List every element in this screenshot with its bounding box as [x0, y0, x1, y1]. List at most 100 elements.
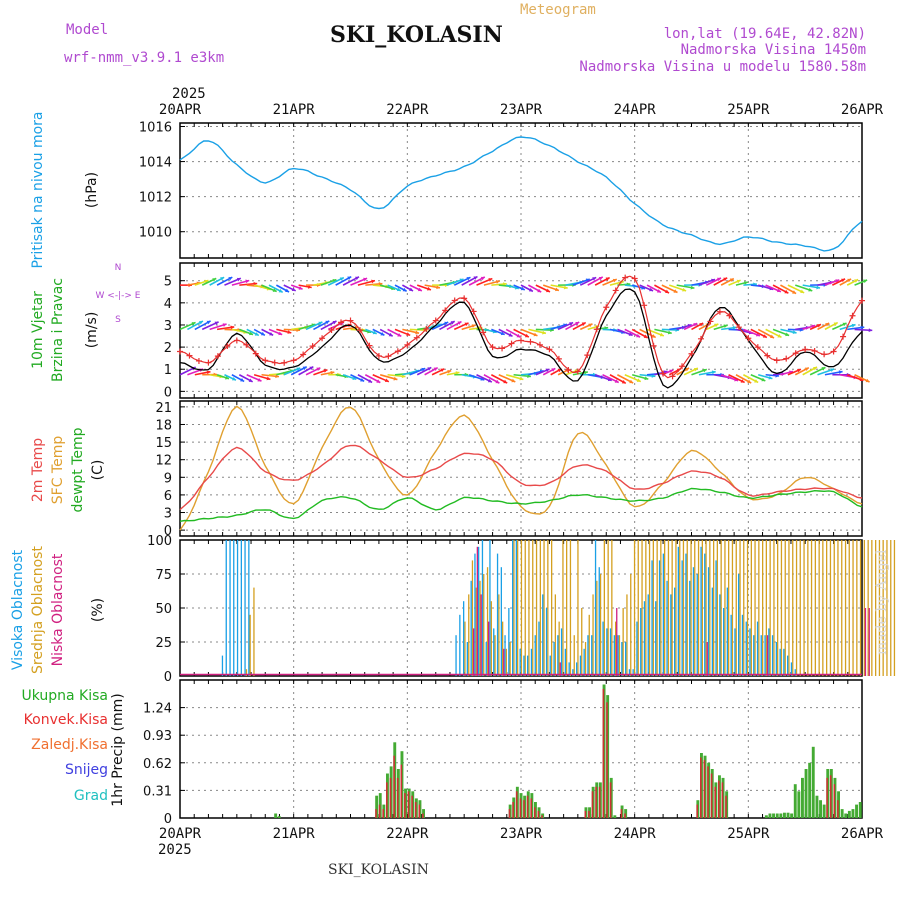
cloud-low-bar: [503, 648, 505, 676]
gust-marker: [461, 295, 468, 302]
cloud-mid-bar: [705, 540, 707, 676]
wind-arrow-head: [516, 333, 521, 338]
wind-arrow-head: [729, 278, 734, 282]
precip-conv-bar: [707, 766, 709, 818]
precip-total-bar: [815, 795, 819, 818]
cloud-mid-bar: [807, 540, 809, 676]
gust-marker: [584, 352, 591, 359]
wind-arrow-head: [740, 379, 745, 383]
cloud-mid-bar: [528, 540, 530, 676]
gust-marker: [480, 329, 487, 336]
cloud-high-bar: [658, 560, 661, 676]
wind-arrow-head: [214, 321, 219, 326]
precip-total-bar: [801, 777, 804, 818]
precip-conv-bar: [526, 795, 529, 818]
compass-n: N: [115, 263, 122, 273]
wind-arrow-head: [621, 379, 626, 384]
cloud-high-bar: [771, 635, 774, 676]
cloud-mid-bar: [848, 540, 850, 676]
wind-arrow-head: [440, 368, 445, 373]
wind-arrow-head: [551, 368, 556, 372]
cloud-mid-bar: [746, 540, 749, 676]
gust-marker: [840, 333, 847, 340]
wind-arrow-head: [503, 379, 508, 384]
cloud-mid-bar: [554, 594, 556, 676]
cloud-mid-bar: [253, 587, 255, 676]
cloud-mid-bar: [679, 540, 681, 676]
y-tick-label: 0: [164, 812, 172, 827]
cloud-high-bar: [508, 608, 510, 676]
wind-arrow-head: [761, 377, 766, 382]
cloud-mid-bar: [803, 540, 805, 676]
cloud-high-bar: [681, 560, 683, 676]
wind-arrow-head: [231, 376, 236, 381]
cloud-high-bar: [587, 635, 589, 676]
cloud-mid-bar: [878, 540, 881, 676]
y-tick-label: 0.93: [143, 729, 172, 744]
precip-conv-bar: [718, 780, 720, 818]
cloud-high-bar: [636, 621, 638, 676]
cloud-mid-bar: [502, 621, 504, 676]
wind-arrow-head: [811, 324, 816, 329]
wind-arrow-head: [598, 276, 603, 281]
wind-arrow-head: [584, 370, 588, 375]
wind-arrow-head: [723, 277, 728, 282]
wind-arrow-head: [847, 278, 852, 283]
cloud-mid-bar: [841, 540, 843, 676]
precip-total-bar: [797, 791, 801, 818]
precip-total-bar: [819, 800, 822, 818]
wind-arrow-head: [860, 325, 865, 330]
wind-arrow-head: [762, 334, 767, 338]
cloud-mid-bar: [471, 560, 474, 676]
cloud-high-bar: [594, 540, 597, 676]
precip-conv-bar: [519, 798, 522, 818]
precip-conv-bar: [541, 815, 543, 818]
coords-label: lon,lat (19.64E, 42.82N): [664, 26, 866, 42]
cloud-mid-bar: [777, 540, 779, 676]
wind-arrow-head: [649, 287, 654, 292]
gust-marker: [792, 350, 799, 357]
top-time-axis: 20APR 21APR 22APR 23APR 24APR 25APR 26APR: [159, 102, 884, 118]
precip-conv-bar: [700, 757, 702, 818]
wind-arrow-head: [673, 289, 678, 293]
cloud-mid-title: Srednja Oblacnost: [30, 546, 46, 674]
gust-marker: [309, 343, 316, 350]
wind-arrow-head: [851, 323, 856, 328]
cloud-mid-bar: [486, 567, 489, 676]
wind-arrow-head: [812, 366, 817, 371]
wind-arrow-head: [464, 322, 469, 327]
wind-arrow-head: [198, 321, 203, 325]
wind-arrow-head: [800, 289, 805, 294]
cloud-mid-bar: [645, 540, 647, 676]
cloud-mid-bar: [890, 540, 892, 676]
cloud-mid-bar: [709, 540, 711, 676]
gust-marker: [281, 359, 288, 366]
wind-arrow-head: [436, 285, 441, 290]
wind-arrow-head: [792, 330, 797, 335]
precip-conv-bar: [696, 804, 698, 818]
precip-conv-bar: [598, 786, 601, 818]
wind-arrow-head: [222, 323, 227, 327]
bottom-date-label: 21APR: [273, 826, 316, 842]
cloud-mid-bar: [524, 540, 526, 676]
cloud-high-bar: [647, 594, 649, 676]
cloud-mid-bar: [871, 540, 873, 676]
precip-total-bar: [779, 813, 783, 818]
gust-marker: [413, 334, 420, 341]
cloud-high-bar: [576, 662, 578, 676]
gust-marker: [205, 359, 212, 366]
cloud-low-bar: [480, 594, 482, 676]
wind-arrow-head: [204, 279, 209, 284]
cloud-high-bar: [542, 594, 544, 676]
sfc-title: SFC Temp: [50, 436, 66, 505]
legend-hail: Grad: [74, 788, 108, 804]
legend-total: Ukupna Kisa: [21, 688, 108, 704]
wind-arrow-head: [776, 288, 781, 293]
cloud-high-bar: [572, 669, 574, 676]
cloud-mid-bar: [607, 540, 609, 676]
cloud-mid-bar: [615, 621, 617, 676]
cloud-high-bar: [244, 540, 246, 676]
wind-arrow-head: [537, 288, 542, 293]
cloud-mid-bar: [769, 540, 771, 676]
cloud-mid-bar: [773, 540, 775, 676]
